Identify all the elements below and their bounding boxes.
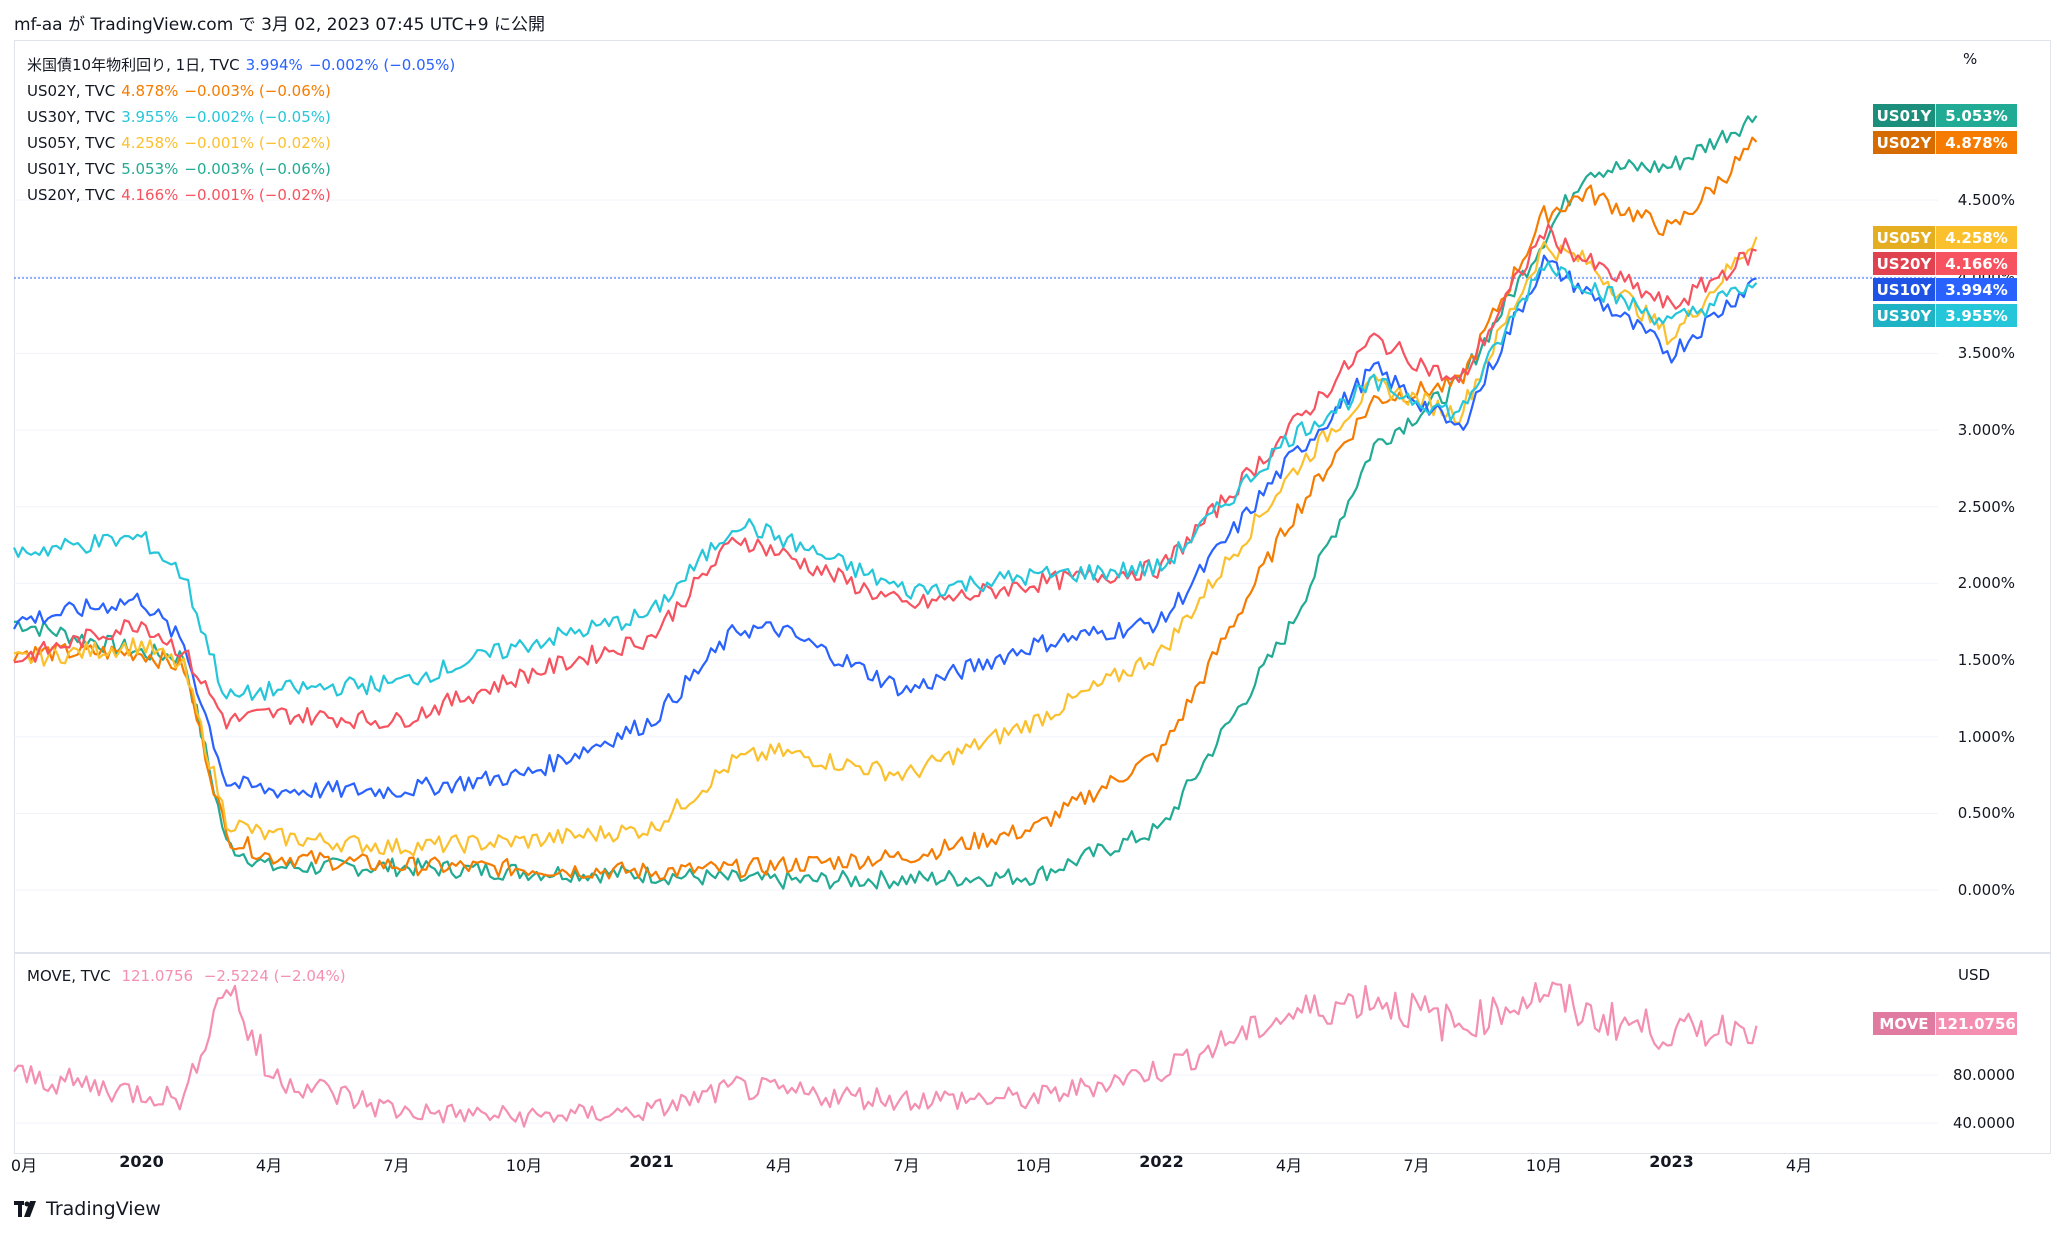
legend-value: 4.878% [121, 82, 179, 100]
legend-change: −0.002% (−0.05%) [308, 56, 456, 74]
legend-change: −0.003% (−0.06%) [184, 160, 331, 178]
legend-change: −0.002% (−0.05%) [184, 108, 331, 126]
badge-value: 4.258% [1935, 226, 2017, 250]
price-badge-us20y: US20Y 4.166% [1873, 252, 2017, 276]
legend-name: US30Y, TVC [27, 108, 116, 126]
legend-value: 4.258% [121, 134, 179, 152]
badge-name: US10Y [1873, 278, 1935, 302]
badge-name: US20Y [1873, 252, 1935, 276]
legend-row: US20Y, TVC 4.166% −0.001% (−0.02%) [27, 182, 461, 208]
y-tick-label: 0.000% [1957, 881, 2015, 899]
y-tick-label: 0.500% [1957, 804, 2015, 823]
series-line-us01y[interactable] [13, 115, 1758, 890]
legend-change: −0.003% (−0.06%) [184, 82, 331, 100]
y-tick-label: 1.000% [1957, 727, 2015, 746]
legend-value: 5.053% [121, 160, 179, 178]
price-badge-us02y: US02Y 4.878% [1873, 131, 2017, 155]
legend-row: US30Y, TVC 3.955% −0.002% (−0.05%) [27, 104, 461, 130]
tradingview-logo-icon [14, 1201, 36, 1217]
badge-value: 5.053% [1935, 104, 2017, 128]
badge-value: 3.994% [1935, 278, 2017, 302]
x-tick-label: 10月 [1015, 1156, 1053, 1175]
x-tick-label: 10月 [1525, 1156, 1563, 1175]
move-indicator-pane [14, 952, 2051, 1154]
x-tick-label: 7月 [893, 1156, 920, 1175]
x-tick-label: 4月 [765, 1156, 793, 1175]
legend-change: −0.001% (−0.02%) [184, 186, 331, 204]
y-tick-label: 4.500% [1957, 191, 2015, 210]
y-tick-label: 3.000% [1957, 421, 2015, 440]
legend-row: US02Y, TVC 4.878% −0.003% (−0.06%) [27, 78, 461, 104]
legend-row: US05Y, TVC 4.258% −0.001% (−0.02%) [27, 130, 461, 156]
x-tick-label: 2021 [629, 1152, 674, 1171]
legend-row: US01Y, TVC 5.053% −0.003% (−0.06%) [27, 156, 461, 182]
legend-row: 米国債10年物利回り, 1日, TVC 3.994% −0.002% (−0.05%… [27, 52, 461, 78]
series-line-us05y[interactable] [13, 236, 1758, 857]
series-legend: 米国債10年物利回り, 1日, TVC 3.994% −0.002% (−0.05%… [27, 52, 461, 208]
brand-name: TradingView [46, 1198, 161, 1220]
x-tick-label: 4月 [1275, 1156, 1303, 1175]
publish-info: mf-aa が TradingView.com で 3月 02, 2023 07… [14, 15, 545, 35]
y-tick-label: 3.500% [1957, 344, 2015, 363]
move-legend: MOVE, TVC 121.0756 −2.5224 (−2.04%) [27, 967, 352, 985]
x-tick-label: 7月 [1403, 1156, 1430, 1175]
x-tick-label: 2022 [1139, 1152, 1184, 1171]
series-line-us02y[interactable] [13, 136, 1758, 881]
move-legend-name: MOVE, TVC [27, 967, 111, 985]
legend-change: −0.001% (−0.02%) [184, 134, 331, 152]
move-badge: MOVE 121.0756 [1873, 1012, 2017, 1035]
move-legend-value: 121.0756 [121, 967, 194, 985]
tradingview-brand[interactable]: TradingView [14, 1198, 161, 1220]
legend-value: 4.166% [121, 186, 179, 204]
badge-value: 3.955% [1935, 304, 2017, 328]
price-badge-us10y: US10Y 3.994% [1873, 278, 2017, 302]
series-line-us30y[interactable] [13, 261, 1758, 701]
move-tick-label: 40.0000 [1952, 1114, 2015, 1132]
badge-name: US30Y [1873, 304, 1935, 328]
price-badge-us30y: US30Y 3.955% [1873, 304, 2017, 328]
badge-value: 4.166% [1935, 252, 2017, 276]
x-tick-label: 7月 [383, 1156, 410, 1175]
series-line-move[interactable] [13, 981, 1758, 1128]
y-tick-label: 2.500% [1957, 497, 2015, 516]
legend-name: US01Y, TVC [27, 160, 116, 178]
badge-name: US01Y [1873, 104, 1935, 128]
y-tick-label: 1.500% [1957, 651, 2015, 670]
y-tick-label: 2.000% [1957, 574, 2015, 593]
legend-value: 3.994% [245, 56, 303, 74]
move-legend-change: −2.5224 (−2.04%) [203, 967, 346, 985]
main-price-pane [14, 40, 2051, 954]
move-badge-name: MOVE [1873, 1012, 1935, 1035]
y-axis-unit: % [1963, 50, 1978, 68]
price-badge-us01y: US01Y 5.053% [1873, 104, 2017, 128]
price-badge-us05y: US05Y 4.258% [1873, 226, 2017, 250]
legend-name: US05Y, TVC [27, 134, 116, 152]
x-tick-label: 10月 [505, 1156, 543, 1175]
legend-name: 米国債10年物利回り, 1日, TVC [27, 56, 240, 74]
series-line-us20y[interactable] [13, 223, 1757, 730]
x-tick-label: 4月 [255, 1156, 283, 1175]
legend-value: 3.955% [121, 108, 179, 126]
x-tick-label: 2020 [119, 1152, 164, 1171]
legend-name: US02Y, TVC [27, 82, 116, 100]
legend-name: US20Y, TVC [27, 186, 116, 204]
x-tick-label: 4月 [1785, 1156, 1813, 1175]
x-tick-label: 0月 [10, 1156, 38, 1175]
x-tick-label: 2023 [1649, 1152, 1694, 1171]
series-line-us10y[interactable] [13, 254, 1757, 800]
move-badge-value: 121.0756 [1935, 1012, 2017, 1035]
move-tick-label: 80.0000 [1952, 1066, 2015, 1084]
move-axis-unit: USD [1958, 966, 1991, 984]
badge-value: 4.878% [1935, 131, 2017, 155]
badge-name: US02Y [1873, 131, 1935, 155]
badge-name: US05Y [1873, 226, 1935, 250]
